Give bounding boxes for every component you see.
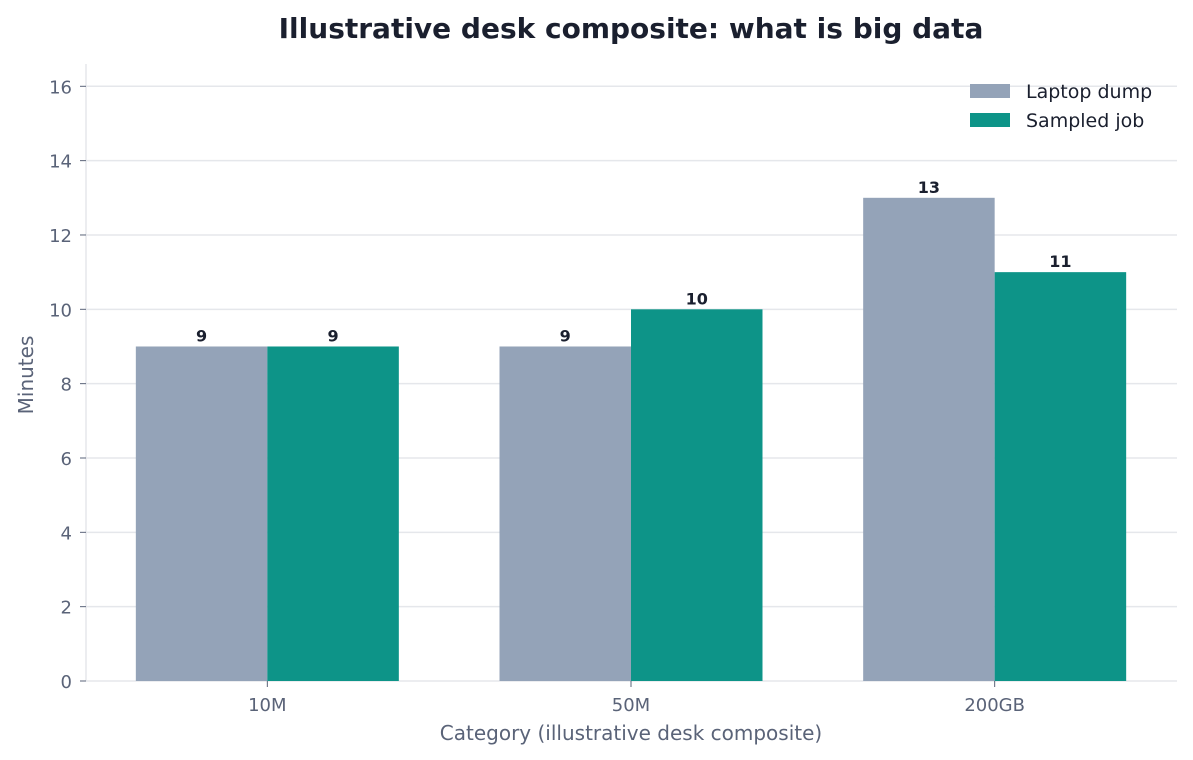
- legend-swatch: [970, 84, 1010, 98]
- legend-label: Sampled job: [1026, 110, 1144, 132]
- y-tick-label: 0: [61, 672, 72, 693]
- legend-label: Laptop dump: [1026, 81, 1152, 103]
- bar-laptop-dump: [499, 346, 631, 681]
- y-tick-label: 4: [61, 523, 72, 544]
- x-tick-label: 50M: [612, 695, 650, 716]
- bar-sampled-job: [994, 272, 1127, 681]
- y-tick-label: 10: [49, 300, 72, 321]
- bar-laptop-dump: [863, 197, 995, 681]
- x-tick-label: 10M: [248, 695, 286, 716]
- data-label: 10: [686, 289, 708, 308]
- bar-sampled-job: [631, 309, 763, 681]
- y-tick-label: 8: [61, 375, 72, 396]
- x-tick-label: 200GB: [964, 695, 1025, 716]
- bar-laptop-dump: [135, 346, 268, 681]
- y-ticks: 0 2 4 6 8 10 12 14 16: [49, 77, 86, 693]
- x-axis-label: Category (illustrative desk composite): [440, 721, 822, 745]
- data-label: 9: [196, 326, 207, 345]
- bar-sampled-job: [267, 346, 399, 681]
- data-label: 11: [1049, 252, 1071, 271]
- y-tick-label: 6: [61, 449, 72, 470]
- bars: 9 9 9 10 13 11: [135, 178, 1127, 681]
- data-label: 9: [328, 326, 339, 345]
- y-tick-label: 12: [49, 226, 72, 247]
- legend-swatch: [970, 113, 1010, 127]
- y-tick-label: 14: [49, 152, 72, 173]
- chart-title: Illustrative desk composite: what is big…: [279, 12, 984, 45]
- data-label: 13: [918, 178, 940, 197]
- legend: Laptop dump Sampled job: [970, 81, 1152, 132]
- y-tick-label: 16: [49, 77, 72, 98]
- x-ticks: 10M 50M 200GB: [248, 681, 1025, 716]
- y-axis-label: Minutes: [14, 336, 38, 415]
- data-label: 9: [560, 326, 571, 345]
- y-tick-label: 2: [61, 598, 72, 619]
